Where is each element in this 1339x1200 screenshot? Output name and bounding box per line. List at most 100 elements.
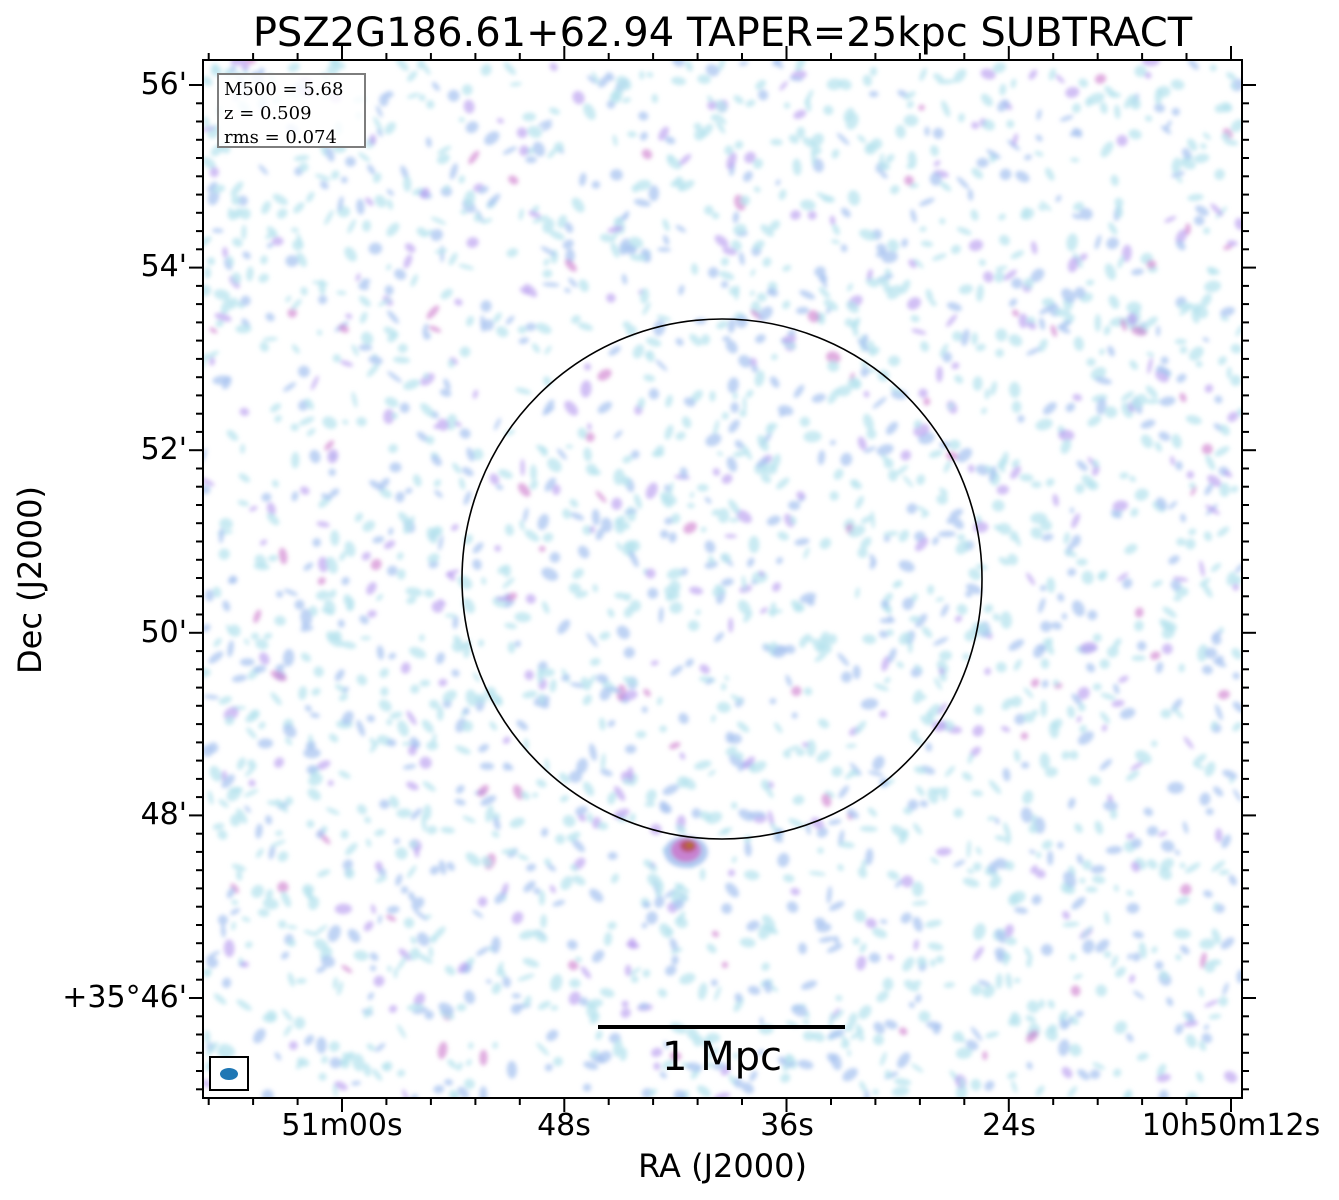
x-tick-label: 48s — [537, 1108, 591, 1143]
noise-blob — [587, 674, 596, 687]
noise-blob — [547, 148, 557, 159]
noise-blob — [372, 172, 382, 183]
noise-blob — [1204, 761, 1216, 777]
noise-blob — [757, 434, 769, 452]
noise-blob — [472, 909, 484, 918]
noise-blob — [1144, 398, 1160, 404]
noise-blob — [778, 189, 787, 200]
noise-blob — [1142, 60, 1160, 67]
noise-blob — [789, 76, 804, 82]
noise-blob — [953, 808, 964, 818]
noise-blob — [666, 568, 683, 580]
noise-blob — [600, 753, 606, 771]
noise-blob — [356, 804, 367, 815]
noise-blob — [1087, 415, 1102, 427]
noise-blob — [1059, 115, 1074, 122]
noise-blob — [733, 751, 744, 760]
noise-blob — [857, 338, 870, 352]
noise-blob — [304, 398, 314, 410]
noise-blob — [361, 331, 374, 345]
noise-blob — [209, 765, 222, 782]
noise-blob — [769, 698, 777, 705]
noise-blob — [403, 917, 415, 929]
noise-blob — [1010, 1011, 1021, 1027]
noise-blob — [846, 283, 854, 292]
noise-blob — [927, 942, 944, 951]
noise-blob — [1013, 749, 1021, 763]
noise-blob — [873, 1034, 884, 1046]
noise-blob — [1024, 946, 1033, 960]
noise-blob — [351, 344, 359, 357]
noise-blob — [1094, 234, 1102, 250]
noise-blob — [726, 456, 738, 472]
noise-blob — [629, 599, 642, 612]
noise-blob — [914, 994, 922, 1004]
noise-blob — [823, 105, 834, 116]
noise-blob — [803, 687, 813, 696]
noise-blob — [436, 706, 444, 721]
noise-blob — [382, 1061, 393, 1072]
noise-blob — [716, 320, 729, 330]
noise-blob — [1099, 348, 1105, 356]
noise-blob — [867, 807, 877, 817]
noise-blob — [316, 1036, 327, 1054]
noise-blob — [294, 599, 305, 610]
noise-blob — [675, 824, 687, 835]
noise-blob — [676, 776, 689, 788]
noise-blob — [271, 236, 284, 246]
noise-blob — [820, 631, 831, 642]
noise-blob — [204, 267, 212, 279]
noise-blob — [990, 381, 998, 396]
noise-blob — [637, 397, 646, 410]
noise-blob — [1214, 395, 1223, 404]
noise-blob — [406, 1003, 424, 1011]
noise-blob — [883, 530, 899, 537]
noise-blob — [1061, 1066, 1073, 1079]
noise-blob — [755, 334, 766, 344]
noise-blob — [413, 908, 428, 921]
noise-blob — [458, 639, 472, 650]
noise-blob — [935, 597, 945, 602]
noise-blob — [1010, 78, 1017, 89]
noise-blob — [1069, 129, 1082, 137]
noise-blob — [743, 170, 753, 182]
noise-blob — [461, 84, 473, 96]
noise-blob — [1039, 584, 1047, 592]
noise-blob — [728, 419, 740, 433]
noise-blob — [412, 474, 422, 487]
noise-blob — [523, 880, 536, 893]
noise-blob — [983, 271, 994, 283]
noise-blob — [769, 376, 780, 388]
noise-blob — [699, 664, 710, 674]
noise-blob — [727, 869, 736, 877]
noise-blob — [827, 388, 840, 404]
noise-blob — [872, 755, 885, 771]
noise-blob — [1079, 725, 1087, 733]
noise-blob — [605, 72, 615, 82]
noise-blob — [880, 171, 888, 179]
noise-blob — [549, 884, 556, 894]
noise-blob — [523, 283, 538, 298]
noise-blob — [539, 446, 548, 457]
noise-blob — [930, 300, 937, 307]
noise-blob — [869, 66, 878, 77]
noise-blob — [278, 547, 288, 565]
noise-blob — [863, 413, 874, 431]
noise-blob — [800, 199, 816, 211]
noise-blob — [1090, 865, 1106, 874]
noise-blob — [454, 298, 463, 306]
noise-blob — [1113, 884, 1119, 892]
noise-blob — [1183, 736, 1194, 750]
noise-blob — [713, 1062, 726, 1070]
noise-blob — [413, 992, 426, 1007]
noise-blob — [317, 869, 331, 878]
noise-blob — [1126, 1033, 1134, 1043]
noise-blob — [657, 988, 668, 998]
noise-blob — [239, 407, 250, 417]
noise-blob — [328, 733, 339, 743]
noise-blob — [1174, 1023, 1184, 1035]
noise-blob — [586, 812, 593, 823]
noise-blob — [1190, 486, 1197, 496]
noise-blob — [865, 918, 877, 929]
noise-blob — [298, 416, 315, 426]
